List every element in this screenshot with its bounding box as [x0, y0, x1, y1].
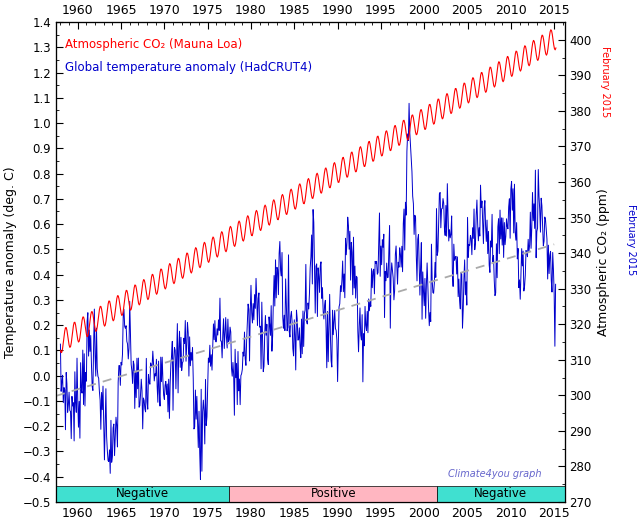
Text: Climate4you graph: Climate4you graph: [448, 469, 541, 479]
Text: Negative: Negative: [474, 487, 528, 500]
Text: Positive: Positive: [311, 487, 356, 500]
Text: February 2015: February 2015: [600, 46, 610, 117]
Y-axis label: Atmospheric CO₂ (ppm): Atmospheric CO₂ (ppm): [597, 188, 611, 336]
Bar: [229, 486, 437, 502]
Y-axis label: Temperature anomaly (deg. C): Temperature anomaly (deg. C): [4, 166, 17, 358]
Text: Negative: Negative: [116, 487, 169, 500]
Text: Atmospheric CO₂ (Mauna Loa): Atmospheric CO₂ (Mauna Loa): [64, 38, 242, 51]
Text: February 2015: February 2015: [626, 204, 635, 276]
Bar: [56, 486, 229, 502]
Text: Global temperature anomaly (HadCRUT4): Global temperature anomaly (HadCRUT4): [64, 61, 312, 74]
Bar: [437, 486, 565, 502]
